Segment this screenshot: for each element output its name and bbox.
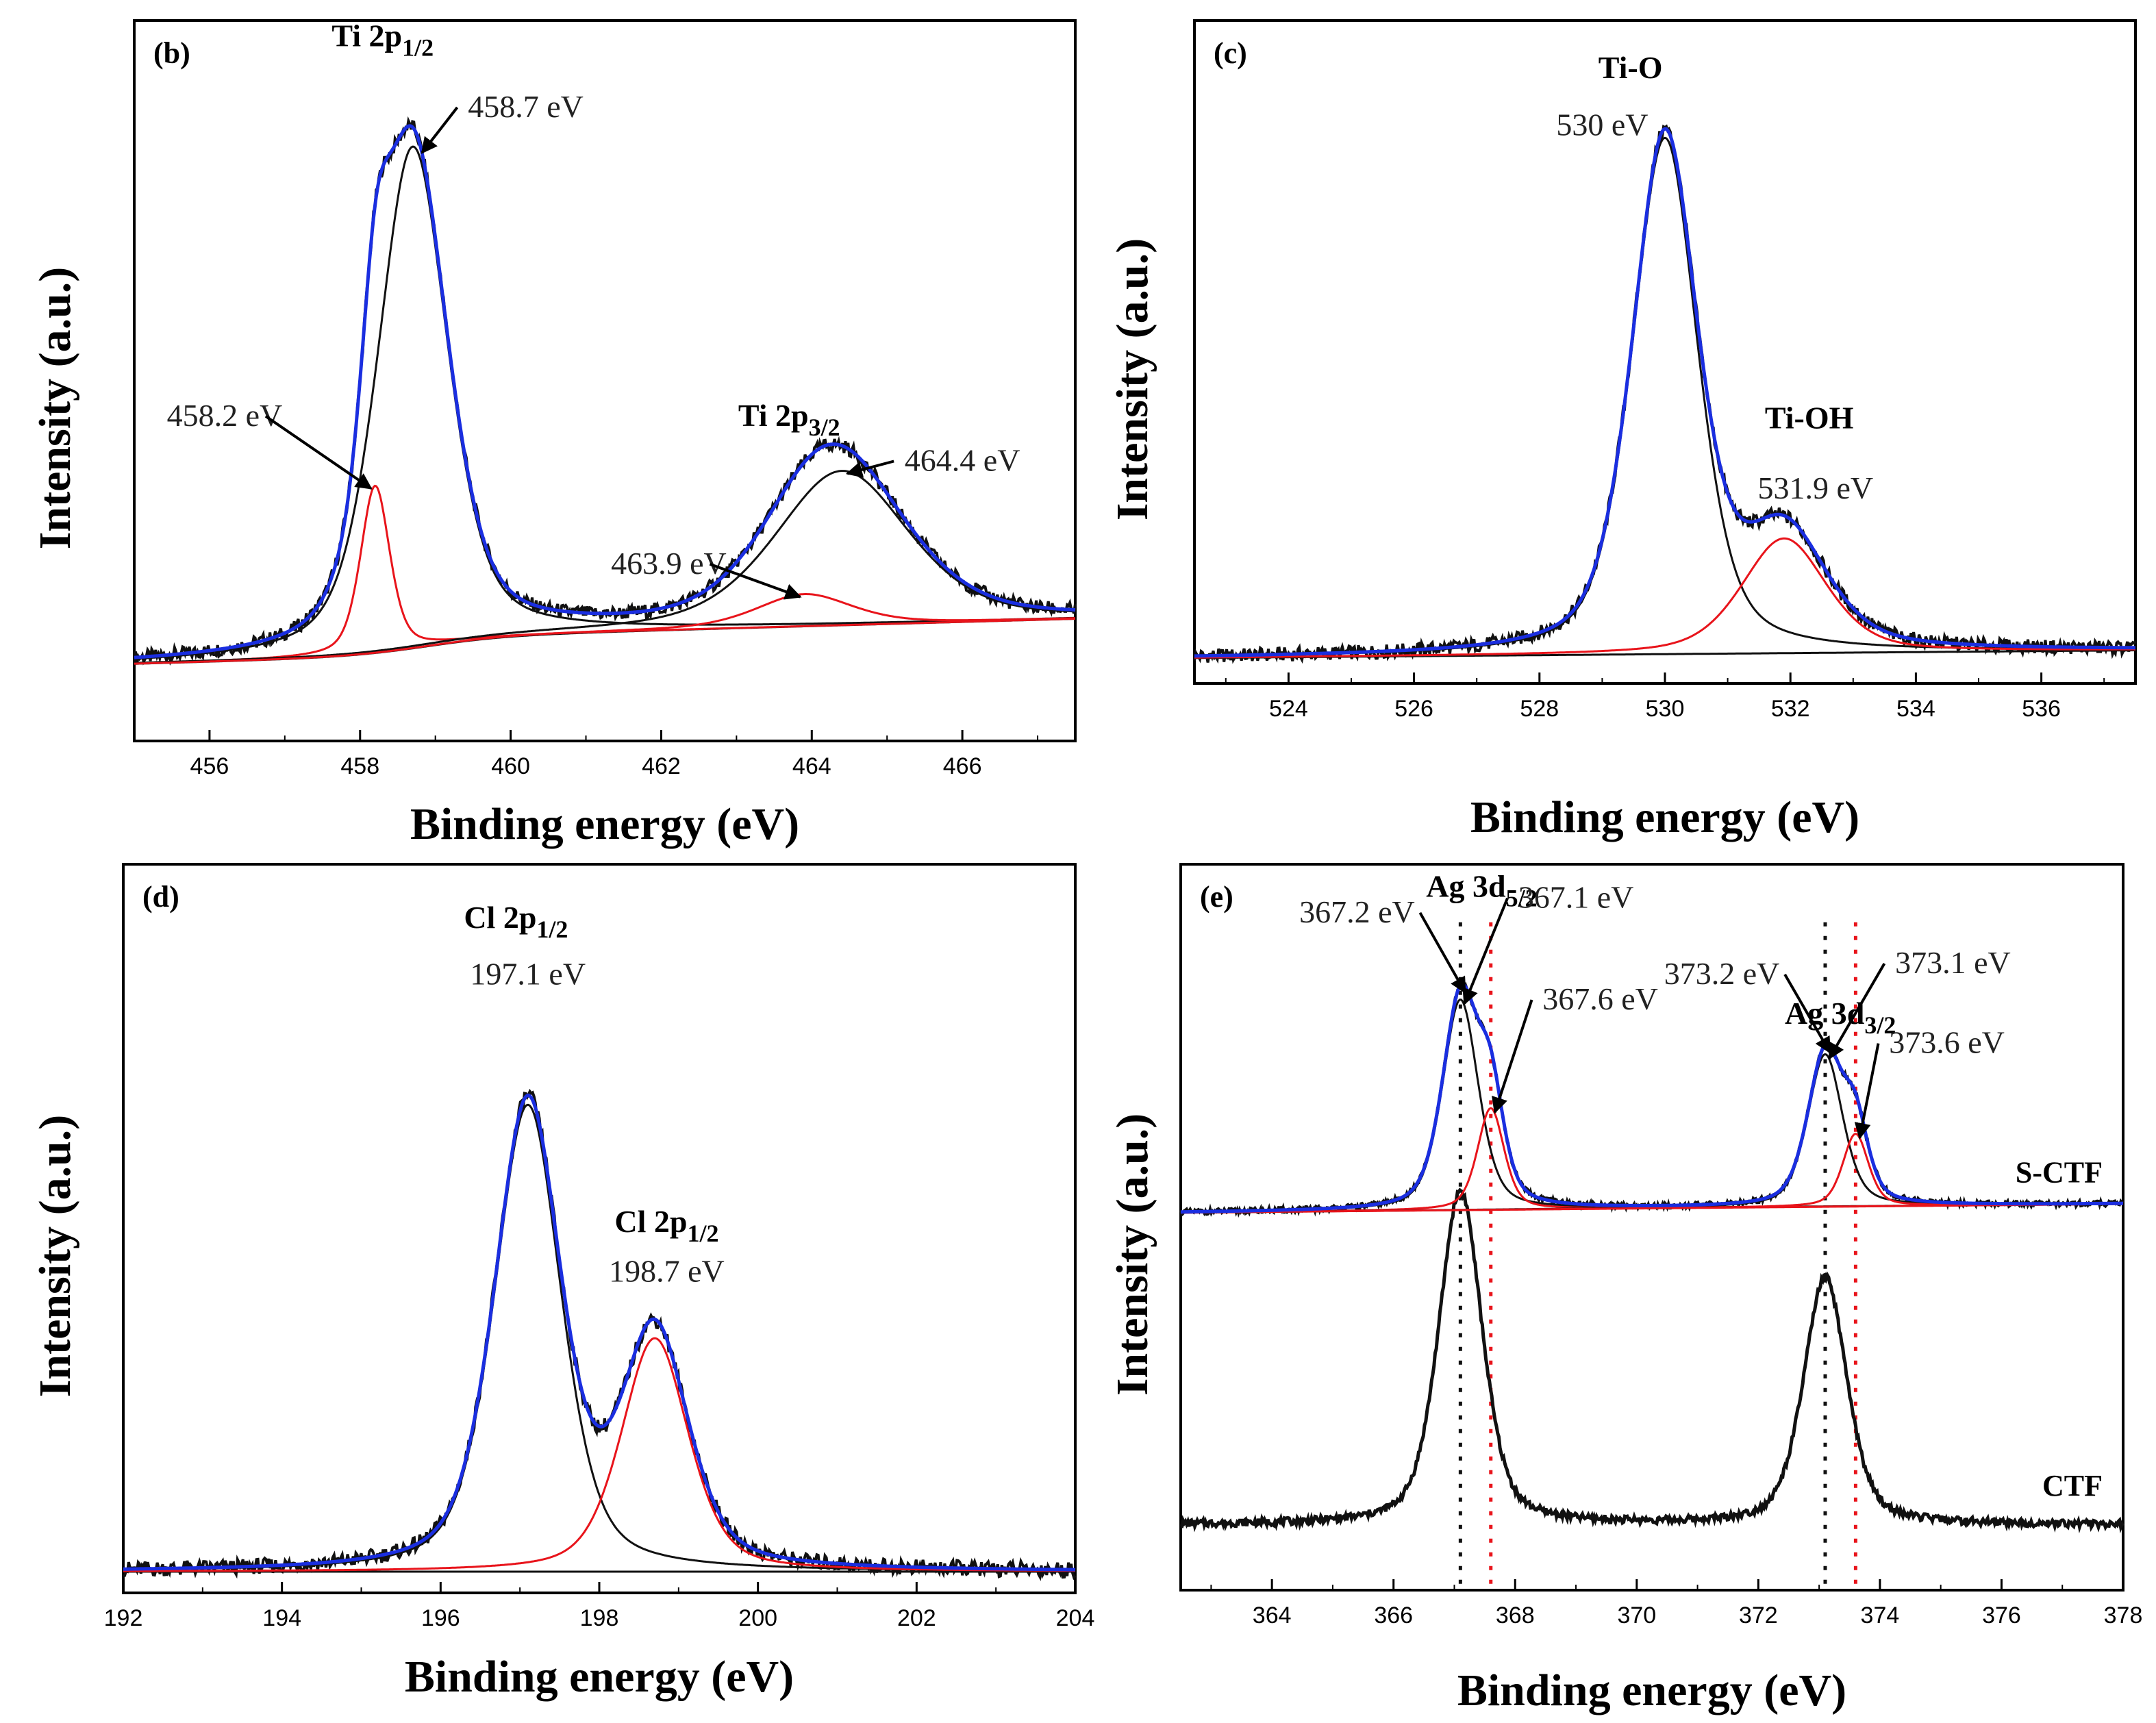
peak-title: Ti 2p3/2 (738, 398, 840, 441)
x-tick-label: 198 (580, 1605, 619, 1631)
plot-frame (133, 19, 1077, 742)
peak-annotation: 197.1 eV (470, 957, 586, 992)
x-tick-label: 534 (1896, 696, 1935, 722)
x-tick-label: 194 (262, 1605, 301, 1631)
chart-panel-c: 524 526 528 530 532 534 536 Binding energy (eV)… (1107, 19, 2137, 842)
x-tick-label: 196 (421, 1605, 460, 1631)
sample-label-ctf: CTF (2042, 1469, 2103, 1502)
x-tick-label: 370 (1617, 1602, 1656, 1628)
peak-title: Ti-O (1599, 50, 1663, 85)
peak-annotation: 458.2 eV (167, 398, 283, 433)
annotation-arrow (264, 415, 373, 490)
x-tick-label: 372 (1739, 1602, 1778, 1628)
s-ctf-raw-spectrum (1179, 981, 2124, 1218)
fit-envelope (134, 124, 1076, 659)
panel-label: (e) (1200, 880, 1233, 914)
x-tick-label: 460 (491, 753, 530, 779)
fit-envelope (1194, 127, 2135, 658)
annotation-arrow (421, 106, 459, 154)
raw-spectrum (133, 116, 1077, 666)
peak-annotation: 373.1 eV (1895, 945, 2011, 980)
x-axis-title: Binding energy (eV) (410, 799, 799, 849)
raw-spectrum (1193, 124, 2137, 664)
peak-title: Cl 2p1/2 (464, 900, 568, 943)
peak-annotation: 367.1 eV (1518, 880, 1634, 915)
x-tick-label: 530 (1646, 696, 1685, 722)
panel-label: (b) (153, 36, 190, 70)
peak-title: Cl 2p1/2 (614, 1204, 718, 1247)
peak-annotation: 373.6 eV (1889, 1025, 2005, 1060)
peak-annotation: 530 eV (1556, 108, 1648, 142)
x-tick-label: 536 (2022, 696, 2061, 722)
x-tick-label: 204 (1056, 1605, 1095, 1631)
annotation-arrow (1828, 962, 1886, 1060)
x-tick-label: 368 (1496, 1602, 1535, 1628)
peak-annotation: 198.7 eV (609, 1253, 725, 1288)
annotation-arrow (709, 562, 802, 600)
chart-panel-e: 364 366 368 370 372 374 376 378 Binding energy (… (1107, 863, 2143, 1715)
ctf-spectrum (1180, 1187, 2125, 1534)
fit-component (1194, 537, 2135, 659)
x-tick-label: 456 (190, 753, 229, 779)
fit-envelope (123, 1093, 1076, 1572)
annotation-arrow (1418, 911, 1466, 994)
x-tick-label: 528 (1520, 696, 1559, 722)
peak-annotation: 463.9 eV (611, 546, 727, 581)
peak-title: Ti 2p1/2 (331, 18, 434, 62)
x-tick-label: 192 (104, 1605, 143, 1631)
x-axis-title: Binding energy (eV) (405, 1652, 794, 1702)
x-tick-label: 376 (1982, 1602, 2021, 1628)
annotation-arrow (845, 460, 894, 478)
sample-label-s-ctf: S-CTF (2016, 1155, 2103, 1189)
fit-component (134, 470, 1076, 664)
y-axis-title: Intensity (a.u.) (1107, 238, 1157, 521)
x-tick-label: 364 (1253, 1602, 1292, 1628)
y-axis-title: Intensity (a.u.) (30, 1115, 80, 1398)
annotation-arrow (1783, 973, 1831, 1054)
x-tick-label: 458 (340, 753, 379, 779)
peak-annotation: 367.6 eV (1542, 981, 1658, 1016)
x-tick-label: 202 (897, 1605, 936, 1631)
plot-frame (122, 863, 1077, 1594)
panel-label: (c) (1214, 36, 1247, 70)
fit-component (134, 593, 1075, 665)
peak-title: Ti-OH (1765, 401, 1854, 436)
x-tick-label: 200 (738, 1605, 777, 1631)
panel-label: (d) (142, 880, 179, 914)
peak-annotation: 367.2 eV (1299, 894, 1415, 929)
peak-annotation: 373.2 eV (1664, 956, 1780, 991)
annotation-arrow (1462, 897, 1509, 1005)
peak-annotation: 531.9 eV (1758, 470, 1874, 505)
y-axis-title: Intensity (a.u.) (1107, 1114, 1157, 1396)
plot-frame (1193, 19, 2137, 685)
chart-panel-b: 456 458 460 462 464 466 Binding energy (eV) Int… (30, 18, 1077, 849)
fit-component (134, 145, 1075, 660)
x-tick-label: 374 (1861, 1602, 1900, 1628)
x-tick-label: 366 (1374, 1602, 1413, 1628)
peak-title: Ag 3d5/2 (1426, 869, 1537, 912)
peak-annotation: 464.4 eV (905, 443, 1020, 478)
plot-frame (1179, 863, 2124, 1592)
x-axis-title: Binding energy (eV) (1457, 1665, 1846, 1715)
x-tick-label: 526 (1394, 696, 1433, 722)
x-tick-label: 532 (1771, 696, 1810, 722)
fit-component (1194, 136, 2135, 657)
chart-panel-d: 192 194 196 198 200 202 204 Binding energy (eV)… (30, 863, 1095, 1702)
peak-annotation: 458.7 eV (468, 89, 584, 124)
y-axis-title: Intensity (a.u.) (30, 267, 80, 550)
annotation-arrow (1492, 999, 1533, 1114)
x-tick-label: 462 (642, 753, 681, 779)
x-tick-label: 378 (2104, 1602, 2143, 1628)
fit-component (123, 1337, 1076, 1572)
s-ctf-fit-component (1181, 1107, 2124, 1214)
s-ctf-fit-component (1181, 1053, 2123, 1214)
x-axis-title: Binding energy (eV) (1470, 792, 1859, 842)
x-tick-label: 466 (943, 753, 982, 779)
x-tick-label: 464 (792, 753, 831, 779)
s-ctf-fit-envelope (1181, 982, 2123, 1214)
peak-title: Ag 3d3/2 (1785, 996, 1896, 1039)
annotation-arrow (1854, 1043, 1880, 1140)
x-tick-label: 524 (1269, 696, 1308, 722)
